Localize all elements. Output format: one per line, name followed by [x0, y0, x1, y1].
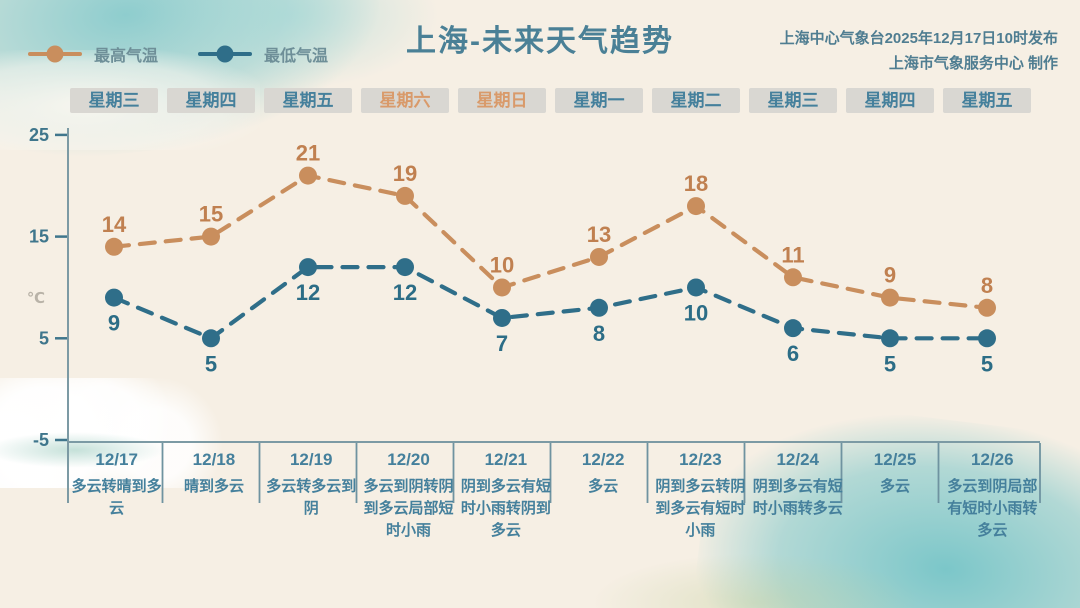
day-column: 12/25 多云 — [846, 450, 943, 542]
high-temp-value-label: 14 — [102, 212, 127, 237]
low-temp-point — [881, 329, 899, 348]
weather-text: 多云 — [880, 478, 911, 495]
day-column: 12/21 阴到多云有短时小雨转阴到多云 — [457, 450, 554, 542]
day-column: 12/20 多云到阴转阴到多云局部短时小雨 — [360, 450, 457, 542]
page-title: 上海-未来天气趋势 — [406, 25, 674, 58]
high-temp-point — [978, 298, 996, 317]
low-temp-value-label: 7 — [496, 331, 508, 356]
high-temp-point — [687, 197, 705, 216]
date-label: 12/21 — [484, 450, 528, 469]
day-column: 12/24 阴到多云有短时小雨转多云 — [749, 450, 846, 542]
weather-text: 多云 — [588, 478, 619, 495]
low-temp-point — [687, 278, 705, 297]
date-label: 12/19 — [289, 450, 333, 469]
day-forecast-table: 12/17 多云转晴到多云 12/18 晴到多云 12/19 多云转多云到阴 1… — [68, 450, 1041, 542]
weather-text: 晴到多云 — [183, 478, 244, 495]
high-temp-value-label: 8 — [981, 273, 993, 298]
date-label: 12/26 — [971, 450, 1014, 469]
high-temp-value-label: 21 — [296, 141, 320, 166]
day-column: 12/26 多云到阴局部有短时小雨转多云 — [944, 450, 1041, 542]
high-temp-point — [881, 288, 899, 307]
low-temp-point — [299, 258, 317, 277]
low-temp-value-label: 12 — [393, 280, 417, 305]
weather-text: 多云转晴到多云 — [71, 478, 162, 517]
publisher-info: 上海中心气象台2025年12月17日10时发布 上海市气象服务中心 制作 — [780, 26, 1058, 76]
low-temp-value-label: 5 — [981, 351, 993, 376]
y-tick-label: 15 — [29, 227, 49, 247]
high-temp-point — [299, 166, 317, 185]
weather-text: 阴到多云有短时小雨转多云 — [752, 478, 843, 517]
y-tick-label: -5 — [33, 430, 49, 450]
low-temp-value-label: 10 — [684, 300, 708, 325]
high-temp-value-label: 13 — [587, 222, 611, 247]
date-label: 12/20 — [387, 450, 430, 469]
low-temp-value-label: 5 — [205, 351, 217, 376]
axes — [67, 128, 1040, 503]
day-column: 12/17 多云转晴到多云 — [68, 450, 165, 542]
high-temp-line — [111, 173, 990, 310]
high-temp-series: 14 15 21 19 10 13 18 11 9 8 — [102, 141, 996, 317]
high-temp-point — [590, 247, 608, 266]
weekday-cell: 星期三 — [749, 88, 837, 113]
day-column: 12/22 多云 — [554, 450, 651, 542]
low-temp-point — [784, 319, 802, 338]
weather-text: 阴到多云转阴到多云有短时小雨 — [655, 478, 746, 539]
date-label: 12/23 — [679, 450, 722, 469]
low-temp-value-label: 9 — [108, 311, 120, 336]
weekday-cell: 星期一 — [555, 88, 643, 113]
high-temp-value-label: 15 — [199, 202, 223, 227]
weekday-cell: 星期二 — [652, 88, 740, 113]
low-temp-series: 9 5 12 12 7 8 10 6 5 5 — [105, 258, 996, 376]
high-temp-value-label: 9 — [884, 263, 896, 288]
weather-text: 多云到阴转阴到多云局部短时小雨 — [363, 478, 454, 539]
day-column: 12/18 晴到多云 — [165, 450, 262, 542]
high-temp-point — [202, 227, 220, 246]
date-label: 12/18 — [192, 450, 236, 469]
low-temp-point — [978, 329, 996, 348]
high-temp-point — [493, 278, 511, 297]
low-temp-value-label: 12 — [296, 280, 320, 305]
y-tick-label: 25 — [29, 125, 49, 145]
y-axis-ticks: 25 15 5 -5 ℃ — [27, 125, 67, 450]
weather-text: 阴到多云有短时小雨转阴到多云 — [460, 478, 551, 539]
low-temp-value-label: 8 — [593, 321, 605, 346]
high-temp-point — [396, 186, 414, 205]
low-temp-value-label: 6 — [787, 341, 799, 366]
weather-text: 多云转多云到阴 — [266, 478, 357, 517]
low-temp-point — [590, 298, 608, 317]
y-axis-unit-label: ℃ — [27, 290, 45, 307]
day-column: 12/19 多云转多云到阴 — [263, 450, 360, 542]
date-label: 12/22 — [581, 450, 625, 469]
low-temp-point — [396, 258, 414, 277]
high-temp-point — [784, 268, 802, 287]
weekday-cell: 星期五 — [943, 88, 1031, 113]
issue-line: 上海中心气象台2025年12月17日10时发布 — [779, 30, 1058, 47]
low-temp-value-label: 5 — [884, 351, 896, 376]
weekday-cell: 星期四 — [846, 88, 934, 113]
weekday-cell-weekend: 星期日 — [458, 88, 546, 113]
high-temp-point — [105, 237, 123, 256]
high-temp-value-label: 19 — [393, 161, 417, 186]
low-temp-point — [105, 288, 123, 307]
low-temp-point — [493, 308, 511, 327]
weather-text: 多云到阴局部有短时小雨转多云 — [947, 478, 1038, 539]
high-temp-value-label: 11 — [781, 242, 804, 267]
date-label: 12/24 — [776, 450, 819, 469]
date-label: 12/17 — [95, 450, 138, 469]
high-temp-value-label: 10 — [490, 252, 514, 277]
day-column: 12/23 阴到多云转阴到多云有短时小雨 — [652, 450, 749, 542]
producer-line: 上海市气象服务中心 制作 — [888, 55, 1058, 72]
low-temp-point — [202, 329, 220, 348]
date-label: 12/25 — [873, 450, 917, 469]
high-temp-value-label: 18 — [684, 171, 708, 196]
low-temp-line — [111, 265, 990, 341]
y-tick-label: 5 — [39, 328, 49, 348]
